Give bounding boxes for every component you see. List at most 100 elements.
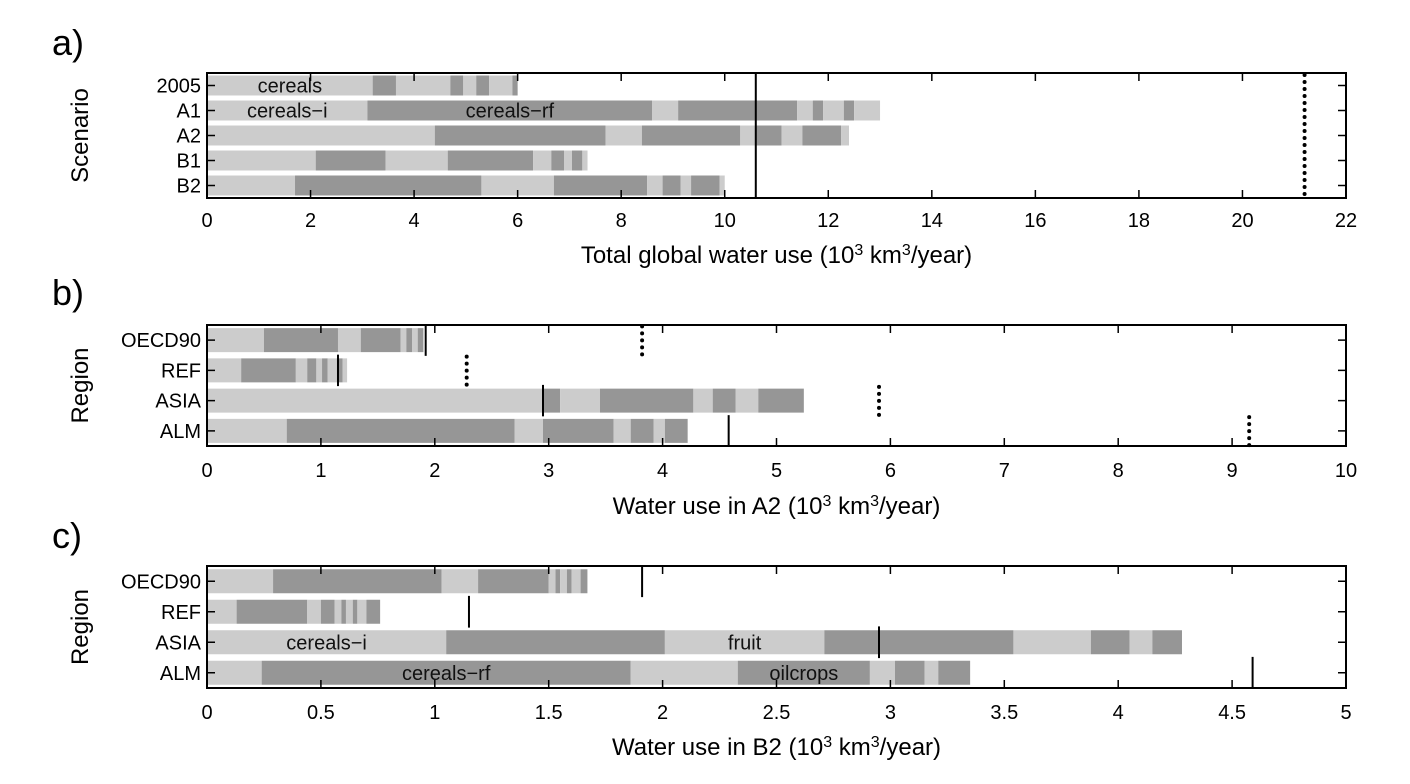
x-axis-title-part: km	[863, 242, 902, 269]
bar-segment	[823, 100, 844, 121]
bar-segment	[719, 175, 725, 196]
bar-segment	[691, 175, 720, 196]
bar-segment	[478, 569, 549, 594]
bar-segment	[548, 569, 556, 594]
bar-segment	[315, 150, 386, 171]
bar-segment	[894, 660, 925, 685]
bar-segment	[207, 569, 274, 594]
bar-row-OECD90	[207, 569, 588, 594]
bar-segment	[693, 388, 713, 413]
x-axis-title-part: /year)	[911, 242, 972, 269]
bar-segment	[207, 175, 296, 196]
bar-row-B1	[207, 150, 588, 171]
bar-segment	[295, 175, 482, 196]
category-label: ALM	[160, 421, 201, 443]
bar-segment	[647, 175, 663, 196]
bar-segment	[334, 599, 342, 624]
bar-row-2005	[207, 75, 518, 96]
bar-segment	[664, 418, 688, 443]
bar-segment	[758, 388, 804, 413]
x-tick-label: 4	[1113, 702, 1124, 724]
bar-segment	[367, 100, 653, 121]
bar-row-ASIA	[207, 388, 804, 413]
bar-segment	[320, 599, 335, 624]
x-tick-label: 5	[771, 460, 782, 482]
bar-segment	[854, 100, 881, 121]
x-axis-title-superscript: 3	[823, 493, 832, 510]
x-tick-label: 0	[201, 460, 212, 482]
category-label: A2	[177, 126, 201, 148]
x-tick-label: 9	[1227, 460, 1238, 482]
x-tick-label: 6	[885, 460, 896, 482]
bar-segment	[417, 328, 424, 353]
x-axis-title-part: /year)	[879, 493, 940, 520]
bar-segment	[406, 328, 413, 353]
x-tick-label: 8	[616, 210, 627, 232]
bar-segment	[342, 358, 348, 383]
bar-segment	[566, 569, 572, 594]
x-axis-title-superscript: 3	[854, 242, 863, 259]
y-axis-title: Region	[67, 589, 94, 665]
bar-segment	[560, 388, 600, 413]
bar-segment	[735, 388, 759, 413]
bar-segment	[824, 630, 1014, 655]
x-axis-title: Water use in B2 (103 km3/year)	[612, 734, 941, 762]
bar-segment	[372, 75, 396, 96]
x-axis-title-superscript: 3	[902, 242, 911, 259]
bar-segment	[261, 660, 631, 685]
bar-segment	[322, 358, 328, 383]
bar-segment	[366, 599, 381, 624]
category-label: B1	[177, 151, 201, 173]
bar-segment	[207, 75, 373, 96]
bar-segment	[797, 100, 813, 121]
x-axis-title-part: Total global water use (10	[581, 242, 855, 269]
bar-segment	[533, 150, 552, 171]
bar-segment	[307, 358, 317, 383]
x-tick-label: 12	[817, 210, 839, 232]
x-tick-label: 2	[657, 702, 668, 724]
x-tick-label: 0	[201, 702, 212, 724]
bar-segment	[680, 175, 692, 196]
bar-segment	[802, 125, 842, 146]
chart-panel-3: c) cereals−i fruit cereals−rf oilcrops 0 0.5 1 1…	[52, 515, 1352, 761]
bar-segment	[678, 100, 798, 121]
bar-segment	[613, 418, 631, 443]
bar-segment	[1129, 630, 1153, 655]
panel-letter: c)	[52, 515, 82, 556]
bar-segment	[1152, 630, 1182, 655]
x-axis-title-part: /year)	[880, 734, 941, 761]
bar-segment	[286, 418, 515, 443]
x-tick-label: 1	[429, 702, 440, 724]
bar-segment	[327, 358, 337, 383]
bar-segment	[341, 599, 346, 624]
bar-segment	[447, 150, 534, 171]
x-axis-title-part: Water use in B2 (10	[612, 734, 823, 761]
bar-segment	[641, 125, 741, 146]
x-tick-label: 16	[1024, 210, 1046, 232]
x-tick-label: 4.5	[1218, 702, 1246, 724]
x-tick-label: 4	[657, 460, 668, 482]
x-tick-label: 3	[543, 460, 554, 482]
category-label: REF	[161, 602, 201, 624]
bar-segment	[476, 75, 490, 96]
bar-segment	[555, 569, 561, 594]
bar-segment	[360, 328, 401, 353]
bar-segment	[207, 328, 264, 353]
x-tick-label: 1	[315, 460, 326, 482]
bar-segment	[385, 150, 448, 171]
bar-row-OECD90	[207, 328, 424, 353]
bar-segment	[652, 100, 679, 121]
bar-segment	[1013, 630, 1091, 655]
category-label: B2	[177, 176, 201, 198]
category-label: 2005	[157, 76, 202, 98]
x-tick-label: 22	[1335, 210, 1357, 232]
category-label: REF	[161, 360, 201, 382]
category-label: OECD90	[121, 330, 201, 352]
bar-row-ASIA	[207, 630, 1182, 655]
bar-segment	[580, 569, 588, 594]
x-tick-label: 3.5	[990, 702, 1018, 724]
bar-segment	[514, 418, 544, 443]
bar-segment	[869, 660, 895, 685]
x-tick-label: 4	[409, 210, 420, 232]
bar-segment	[207, 150, 316, 171]
